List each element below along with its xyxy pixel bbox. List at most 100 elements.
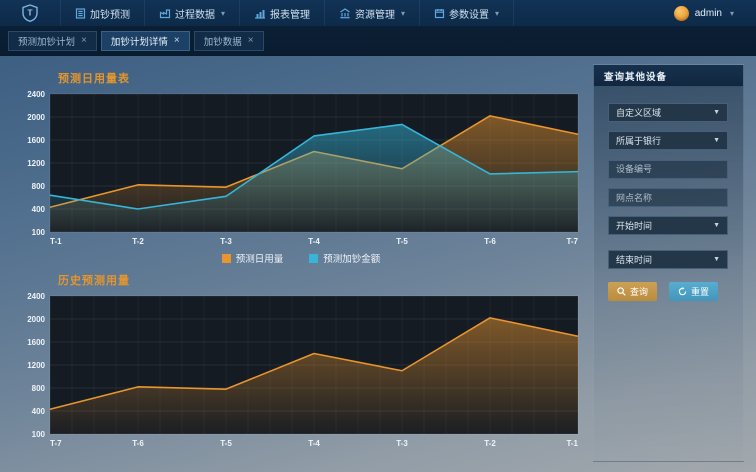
close-icon[interactable]: ×: [81, 35, 87, 46]
top-navbar: T 加钞预测 过程数据 ▾ 报表管理 资源管理 ▾ 参数设置 ▾ admin ▾: [0, 0, 756, 26]
svg-text:100: 100: [32, 430, 46, 439]
region-select[interactable]: 自定义区域 ▼: [608, 103, 728, 122]
bank-select[interactable]: 所属于银行 ▼: [608, 131, 728, 150]
document-icon: [75, 7, 86, 19]
svg-text:T-1: T-1: [50, 237, 62, 246]
end-time-select[interactable]: 结束时间 ▼: [608, 250, 728, 269]
chevron-down-icon: ▼: [713, 137, 720, 144]
svg-text:T-7: T-7: [566, 237, 578, 246]
barchart-icon: [254, 8, 266, 19]
tab[interactable]: 加钞数据 ×: [193, 30, 264, 51]
close-icon[interactable]: ×: [247, 35, 254, 46]
sidebar-header: 查询其他设备: [594, 65, 743, 87]
chevron-down-icon: ▼: [713, 256, 720, 263]
svg-text:T-3: T-3: [220, 237, 232, 246]
refresh-icon: [678, 287, 687, 296]
nav-item-label: 参数设置: [449, 9, 490, 21]
sidebar-body: 自定义区域 ▼ 所属于银行 ▼ 开始时间 ▼ 结束时间 ▼: [594, 87, 743, 301]
main-content: 预测日用量表 2400 2000 1600 1200 800 400 100 T-1 T-2 T-…: [0, 56, 756, 472]
nav-item-label: 资源管理: [355, 9, 396, 21]
svg-text:2000: 2000: [27, 113, 45, 122]
svg-text:T-4: T-4: [308, 237, 320, 246]
svg-text:T-5: T-5: [396, 237, 408, 246]
svg-text:800: 800: [32, 384, 46, 393]
svg-text:2000: 2000: [27, 315, 45, 324]
bank-icon: [339, 7, 351, 19]
svg-text:T-6: T-6: [132, 439, 144, 448]
tab-bar: 预测加钞计划 × 加钞计划详情 × 加钞数据 ×: [0, 26, 756, 56]
svg-text:T-1: T-1: [566, 439, 578, 448]
nav-item-process[interactable]: 过程数据 ▾: [144, 0, 239, 26]
svg-text:1200: 1200: [27, 361, 45, 370]
legend-item[interactable]: 预测加钞金额: [309, 251, 380, 265]
charts-column: 预测日用量表 2400 2000 1600 1200 800 400 100 T-1 T-2 T-…: [20, 60, 582, 450]
end-time-value: 结束时间: [616, 255, 653, 265]
chart1-title: 预测日用量表: [58, 73, 130, 85]
svg-text:2400: 2400: [27, 90, 45, 99]
legend-item[interactable]: 预测日用量: [221, 251, 284, 265]
shield-logo-icon: T: [22, 4, 38, 22]
svg-text:T-3: T-3: [396, 439, 408, 448]
svg-text:1600: 1600: [27, 338, 45, 347]
svg-text:T-2: T-2: [484, 439, 496, 448]
svg-text:100: 100: [32, 228, 46, 237]
device-id-input[interactable]: [608, 159, 728, 179]
tab[interactable]: 预测加钞计划 ×: [8, 30, 97, 51]
legend-swatch: [221, 253, 231, 263]
tab-label: 加钞计划详情: [110, 36, 168, 48]
user-avatar: [673, 5, 689, 21]
query-sidebar: 查询其他设备 自定义区域 ▼ 所属于银行 ▼ 开始时间 ▼ 结束时间 ▼: [593, 64, 744, 462]
svg-text:T-6: T-6: [484, 237, 496, 246]
process-icon: [159, 8, 171, 19]
svg-text:800: 800: [32, 182, 46, 191]
svg-text:T-7: T-7: [50, 439, 62, 448]
chart-legend: 预测日用量 预测加钞金额: [20, 249, 582, 267]
svg-text:400: 400: [32, 407, 46, 416]
search-icon: [617, 287, 626, 296]
user-name: admin: [694, 7, 722, 19]
nav-item-bank[interactable]: 资源管理 ▾: [324, 0, 419, 26]
region-select-value: 自定义区域: [616, 108, 662, 118]
branch-name-input[interactable]: [608, 188, 728, 207]
legend-label: 预测加钞金额: [323, 254, 381, 265]
reset-button[interactable]: 重置: [669, 282, 719, 301]
nav-item-label: 加钞预测: [90, 9, 130, 21]
bank-select-value: 所属于银行: [616, 136, 662, 146]
nav-item-barchart[interactable]: 报表管理: [239, 0, 324, 26]
reset-button-label: 重置: [691, 287, 710, 297]
legend-label: 预测日用量: [235, 254, 284, 265]
history-usage-chart: 2400 2000 1600 1200 800 400 100 T-7 T-6 T-5 T-4 T-3…: [20, 292, 582, 450]
nav-item-label: 过程数据: [175, 9, 215, 21]
daily-usage-chart: 2400 2000 1600 1200 800 400 100 T-1 T-2 T-3 T-4 T-5…: [20, 90, 582, 248]
tab-label: 加钞数据: [203, 36, 242, 48]
svg-text:2400: 2400: [27, 292, 45, 301]
user-menu[interactable]: admin ▾: [673, 5, 756, 21]
chevron-down-icon: ▼: [713, 109, 720, 116]
tab-label: 预测加钞计划: [18, 36, 76, 48]
tab[interactable]: 加钞计划详情 ×: [100, 30, 190, 51]
start-time-value: 开始时间: [616, 221, 653, 231]
close-icon[interactable]: ×: [173, 35, 180, 46]
nav-item-document[interactable]: 加钞预测: [60, 0, 144, 26]
main-menu: 加钞预测 过程数据 ▾ 报表管理 资源管理 ▾ 参数设置 ▾: [60, 0, 515, 26]
chevron-down-icon: ▾: [401, 8, 406, 18]
start-time-select[interactable]: 开始时间 ▼: [608, 216, 728, 235]
svg-text:T-4: T-4: [308, 439, 320, 448]
chevron-down-icon: ▼: [713, 222, 720, 229]
app-logo: T: [0, 4, 60, 22]
svg-text:T: T: [27, 8, 33, 18]
legend-swatch: [309, 253, 319, 263]
button-row: 查询 重置: [608, 282, 743, 301]
nav-item-settings[interactable]: 参数设置 ▾: [419, 0, 515, 26]
nav-item-label: 报表管理: [270, 9, 311, 21]
svg-text:T-5: T-5: [220, 439, 232, 448]
sidebar-title: 查询其他设备: [604, 71, 668, 83]
search-button[interactable]: 查询: [608, 282, 658, 301]
settings-icon: [434, 8, 445, 19]
chevron-down-icon: ▾: [221, 8, 226, 18]
svg-text:1600: 1600: [27, 136, 45, 145]
chevron-down-icon: ▾: [495, 8, 500, 18]
svg-text:1200: 1200: [27, 159, 45, 168]
chart2-title: 历史预测用量: [58, 275, 130, 287]
svg-text:400: 400: [32, 205, 46, 214]
